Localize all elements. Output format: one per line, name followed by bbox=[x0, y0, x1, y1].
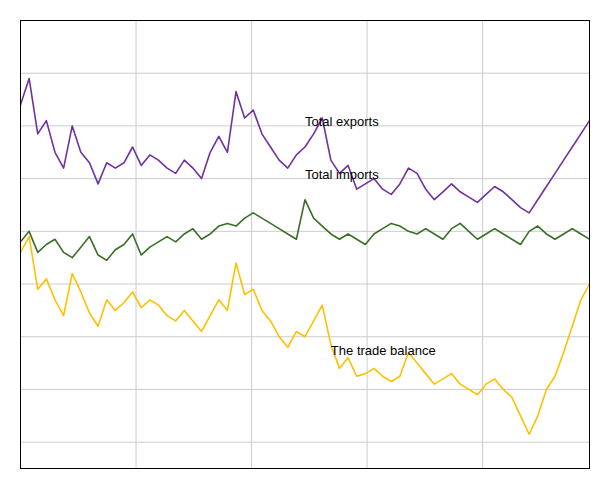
svg-text:Total imports: Total imports bbox=[305, 167, 379, 182]
svg-text:Total exports: Total exports bbox=[305, 114, 379, 129]
svg-text:The trade balance: The trade balance bbox=[331, 343, 436, 358]
